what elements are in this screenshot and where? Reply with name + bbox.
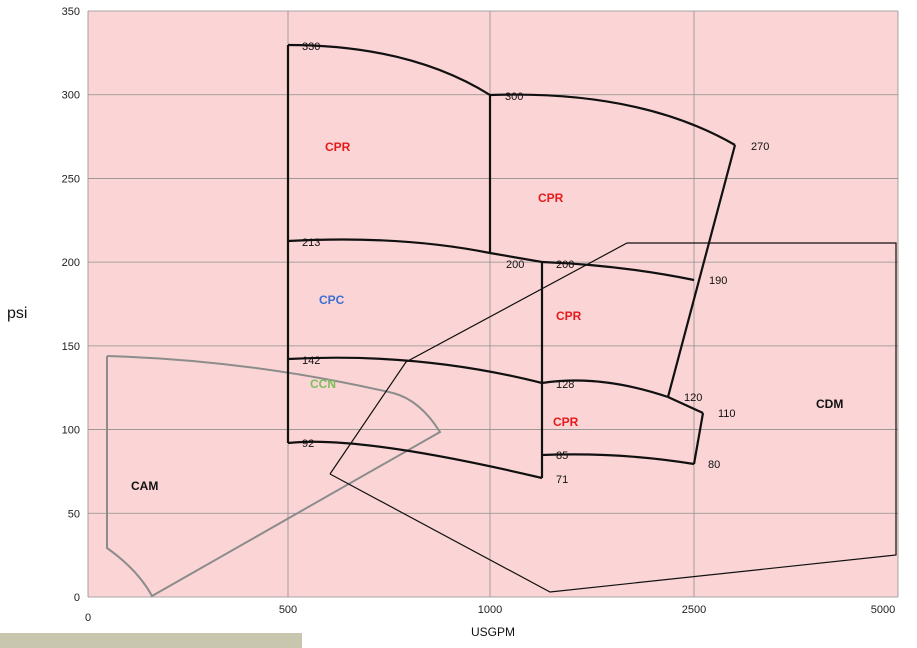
cpr-cpc-ccn-outlines [286,43,737,480]
point-label-80: 80 [708,459,720,471]
y-tick-label: 200 [62,257,80,269]
y-axis-title: psi [7,305,27,322]
point-label-270: 270 [751,141,769,153]
point-label-92: 92 [302,438,314,450]
x-tick-label: 1000 [478,604,502,616]
x-tick-label: 500 [279,604,297,616]
cam-region-outline [106,355,442,598]
y-tick-label: 300 [62,90,80,102]
point-label-142: 142 [302,355,320,367]
region-label-cdm: CDM [816,397,843,411]
y-tick-label: 100 [62,425,80,437]
point-label-71: 71 [556,474,568,486]
point-label-85: 85 [556,450,568,462]
x-tick-labels: 0 500 1000 2500 5000 [85,604,895,624]
footer-bar [0,633,302,648]
region-label-cpr-4: CPR [553,415,579,429]
y-tick-label: 50 [68,508,80,520]
point-label-330: 330 [302,41,320,53]
x-tick-label: 2500 [682,604,706,616]
y-tick-label: 150 [62,341,80,353]
region-label-cam: CAM [131,479,158,493]
point-label-300: 300 [505,91,523,103]
y-tick-labels: 0 50 100 150 200 250 300 350 [62,6,80,604]
region-label-cpr-3: CPR [556,309,582,323]
point-label-200-right: 200 [556,259,574,271]
cdm-region-outline [329,242,897,593]
region-label-cpr-2: CPR [538,191,564,205]
region-label-ccn: CCN [310,377,336,391]
region-label-cpc: CPC [319,293,345,307]
point-label-120: 120 [684,392,702,404]
point-label-110: 110 [718,408,736,420]
plot-area [88,11,898,597]
point-label-190: 190 [709,275,727,287]
point-label-213: 213 [302,237,320,249]
y-tick-label: 0 [74,592,80,604]
x-axis-title: USGPM [471,625,515,639]
x-tick-label: 5000 [871,604,895,616]
point-label-128: 128 [556,379,574,391]
y-tick-label: 250 [62,173,80,185]
x-tick-label: 0 [85,612,91,624]
region-label-cpr-1: CPR [325,140,351,154]
point-label-200-left: 200 [506,259,524,271]
y-tick-label: 350 [62,6,80,18]
